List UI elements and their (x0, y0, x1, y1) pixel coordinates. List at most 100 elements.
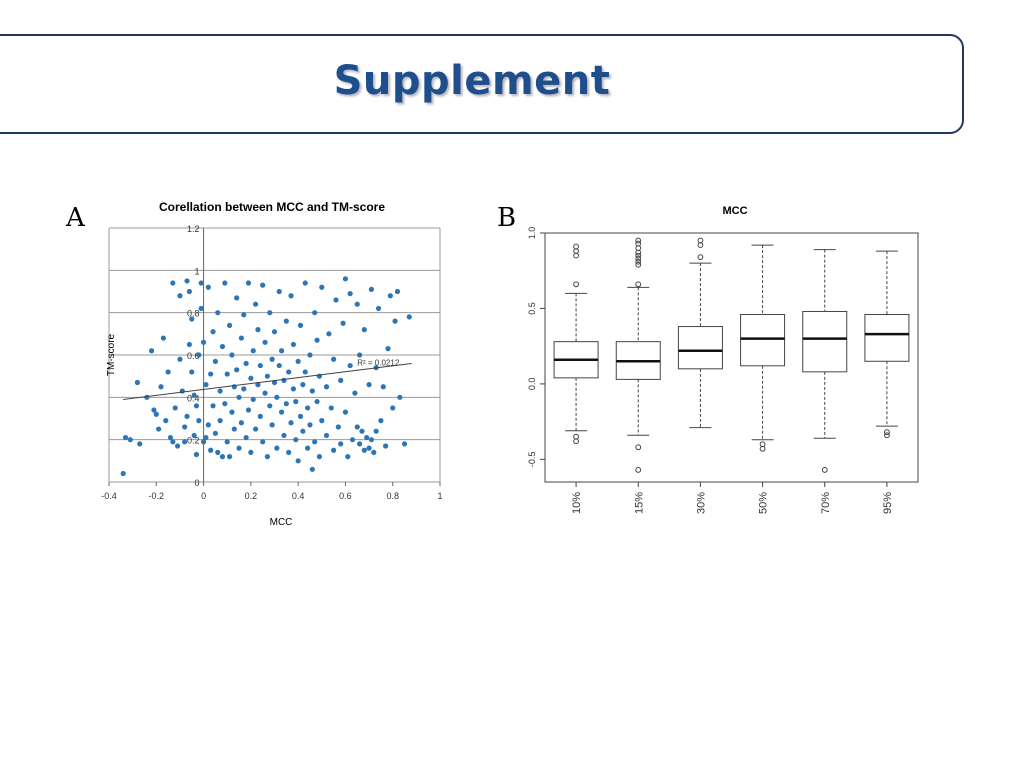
scatter-point (250, 396, 256, 403)
scatter-point (300, 382, 306, 388)
scatter-point (314, 337, 320, 343)
scatter-ylabel: TM-score (106, 333, 117, 376)
scatter-point (375, 305, 382, 312)
y-tick-label: 1.2 (187, 224, 200, 234)
scatter-point (331, 356, 337, 362)
category-label: 70% (820, 492, 832, 514)
scatter-point (288, 420, 294, 426)
scatter-point (177, 356, 183, 362)
scatter-point (226, 454, 233, 460)
scatter-point (312, 310, 318, 316)
scatter-point (278, 348, 285, 354)
category-label: 95% (882, 492, 894, 514)
scatter-point (354, 424, 360, 430)
scatter-point (226, 322, 233, 328)
scatter-point (224, 371, 230, 377)
y-tick-label: 0.4 (187, 393, 200, 403)
scatter-point (241, 386, 247, 392)
scatter-point (385, 346, 391, 352)
scatter-point (236, 394, 242, 400)
box (740, 313, 786, 367)
box (864, 313, 910, 362)
x-tick-label: 0 (201, 491, 206, 501)
scatter-point (366, 382, 372, 388)
scatter-point (309, 466, 315, 472)
scatter-point (196, 418, 202, 424)
scatter-point (378, 418, 384, 424)
category-label: 30% (695, 492, 707, 514)
scatter-point (234, 367, 240, 373)
scatter-point (328, 405, 334, 411)
scatter-point (257, 362, 263, 369)
scatter-point (174, 443, 181, 449)
scatter-point (323, 384, 330, 390)
box-chart: MCC -0.5 0.0 0.5 1.0 10% 15% 30% 50% 70% 95% (527, 205, 919, 514)
scatter-point (252, 301, 259, 307)
scatter-point (364, 434, 370, 441)
scatter-point (255, 327, 261, 333)
scatter-point (305, 445, 311, 451)
x-tick-label: 0.6 (339, 491, 352, 501)
scatter-point (319, 284, 325, 290)
scatter-point (361, 327, 367, 333)
y-tick-label: 1.0 (527, 227, 537, 240)
scatter-point (243, 360, 249, 367)
scatter-point (255, 382, 261, 388)
scatter-point (177, 293, 183, 299)
scatter-point (205, 422, 211, 428)
scatter-point (127, 437, 133, 443)
scatter-point (368, 437, 375, 443)
y-tick-label: 0.0 (527, 378, 537, 391)
scatter-point (387, 293, 393, 299)
scatter-point (264, 373, 271, 379)
scatter-point (257, 413, 263, 419)
title-frame (0, 34, 964, 134)
scatter-point (215, 310, 221, 316)
scatter-point (182, 439, 188, 445)
scatter-point (198, 305, 204, 312)
scatter-point (361, 447, 367, 453)
scatter-point (357, 352, 363, 358)
scatter-point (208, 447, 214, 453)
scatter-point (297, 322, 304, 328)
slide-title: Supplement (333, 58, 611, 104)
scatter-point (248, 449, 254, 455)
scatter-point (189, 316, 195, 322)
scatter-point (222, 280, 228, 286)
scatter-point (208, 371, 214, 377)
scatter-point (241, 312, 247, 318)
scatter-point (200, 339, 207, 345)
y-tick-label: 1 (195, 266, 200, 276)
scatter-point (283, 318, 289, 324)
scatter-point (200, 439, 207, 445)
scatter-point (331, 447, 337, 453)
scatter-title: Corellation between MCC and TM-score (159, 200, 385, 214)
scatter-point (390, 405, 396, 411)
scatter-chart: Corellation between MCC and TM-score 0 0.… (101, 200, 442, 528)
scatter-point (290, 341, 297, 348)
scatter-point (359, 428, 365, 434)
scatter-point (326, 331, 332, 337)
outlier-point (635, 249, 642, 256)
scatter-point (165, 369, 171, 375)
outlier-point (635, 467, 642, 473)
scatter-point (352, 390, 358, 396)
scatter-point (151, 407, 157, 413)
scatter-point (170, 439, 176, 445)
scatter-point (198, 280, 204, 286)
scatter-point (397, 394, 403, 400)
scatter-point (302, 369, 308, 375)
scatter-point (286, 369, 292, 375)
scatter-point (229, 409, 235, 415)
scatter-point (122, 434, 129, 441)
scatter-point (248, 375, 254, 381)
scatter-point (236, 445, 242, 451)
scatter-point (182, 424, 188, 430)
scatter-point (269, 422, 275, 428)
outlier-point (884, 432, 890, 439)
scatter-point (260, 282, 266, 288)
scatter-point (276, 362, 282, 369)
x-tick-label: 0.8 (386, 491, 399, 501)
outlier-point (635, 255, 642, 262)
trendline (123, 362, 412, 400)
